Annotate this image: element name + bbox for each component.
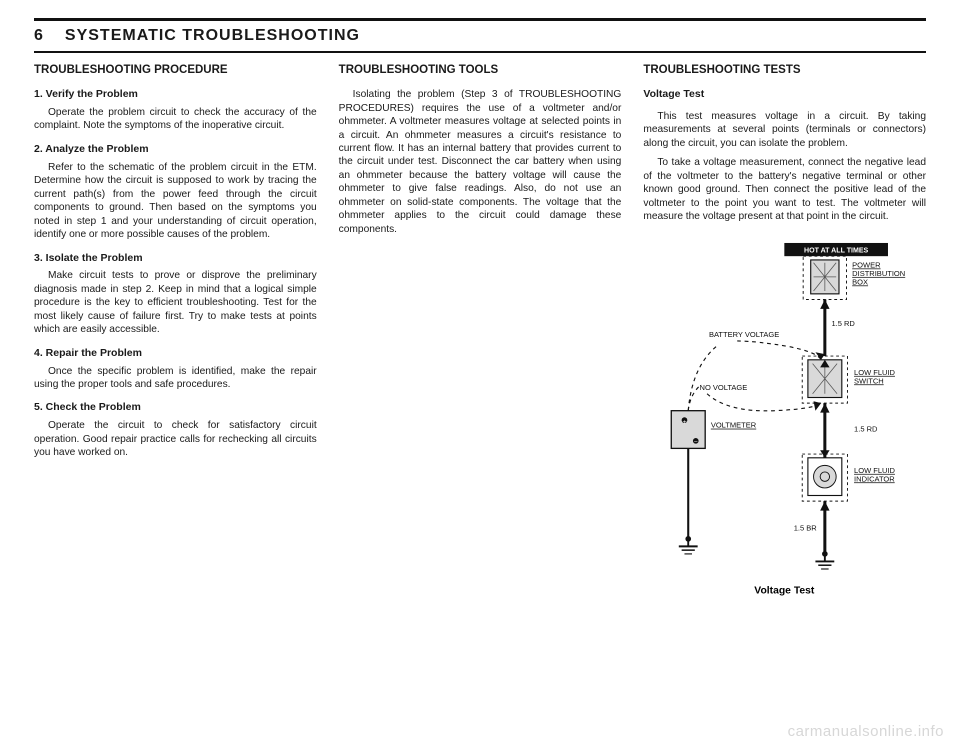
step5-body: Operate the circuit to check for satisfa… [34,419,317,459]
col2-heading: TROUBLESHOOTING TOOLS [339,63,622,78]
step5-title: 5. Check the Problem [34,401,317,415]
diagram-label-hot: HOT AT ALL TIMES [804,247,868,254]
diagram-label-wire3: 1.5 BR [794,523,818,532]
step3-body: Make circuit tests to prove or disprove … [34,269,317,336]
col3-subhead: Voltage Test [643,88,926,102]
col3-heading: TROUBLESHOOTING TESTS [643,63,926,78]
step1-title: 1. Verify the Problem [34,88,317,102]
step2-body: Refer to the schematic of the problem ci… [34,161,317,242]
top-rule [34,18,926,21]
diagram-label-batt-voltage: BATTERY VOLTAGE [709,330,779,339]
diagram-label-no-voltage: NO VOLTAGE [700,383,748,392]
svg-text:−: − [694,438,698,445]
diagram-label-voltmeter: VOLTMETER [711,420,757,429]
step3-title: 3. Isolate the Problem [34,252,317,266]
section-title: SYSTEMATIC TROUBLESHOOTING [65,27,360,45]
content-columns: TROUBLESHOOTING PROCEDURE 1. Verify the … [34,63,926,612]
diagram-caption: Voltage Test [755,585,816,596]
diagram-label-pdb3: BOX [853,277,869,286]
column-procedure: TROUBLESHOOTING PROCEDURE 1. Verify the … [34,63,317,612]
col3-para2: To take a voltage measurement, connect t… [643,156,926,223]
step4-body: Once the specific problem is identified,… [34,365,317,392]
page-number: 6 [34,27,43,45]
col1-heading: TROUBLESHOOTING PROCEDURE [34,63,317,78]
watermark: carmanualsonline.info [788,723,944,740]
voltage-test-diagram: HOT AT ALL TIMES POWER DISTRIBUTION BOX … [643,232,926,612]
step2-title: 2. Analyze the Problem [34,143,317,157]
step1-body: Operate the problem circuit to check the… [34,106,317,133]
col2-para1: Isolating the problem (Step 3 of TROUBLE… [339,88,622,236]
diagram-label-lfs2: SWITCH [854,376,884,385]
step4-title: 4. Repair the Problem [34,347,317,361]
diagram-label-wire1: 1.5 RD [832,319,856,328]
page-header: 6 SYSTEMATIC TROUBLESHOOTING [34,23,926,53]
column-tests: TROUBLESHOOTING TESTS Voltage Test This … [643,63,926,612]
diagram-label-lfi2: INDICATOR [854,474,895,483]
diagram-label-wire2: 1.5 RD [854,424,878,433]
svg-text:+: + [683,419,687,426]
column-tools: TROUBLESHOOTING TOOLS Isolating the prob… [339,63,622,612]
col3-para1: This test measures voltage in a circuit.… [643,110,926,150]
